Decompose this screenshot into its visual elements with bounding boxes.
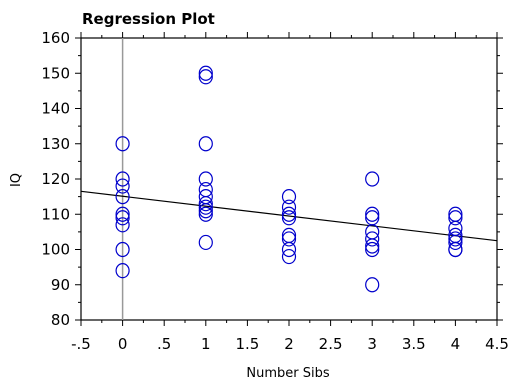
regression-line-layer — [80, 190, 498, 242]
data-point — [448, 241, 463, 258]
data-point — [115, 263, 130, 279]
data-point — [115, 178, 130, 194]
y-axis-label: IQ — [9, 173, 24, 187]
data-point — [365, 231, 380, 247]
data-point — [365, 277, 380, 293]
x-tick-label: 2 — [284, 335, 294, 353]
data-point — [448, 234, 463, 251]
data-point — [198, 199, 213, 215]
data-point — [448, 231, 463, 247]
data-point — [198, 196, 213, 212]
y-tick-label: 130 — [41, 135, 70, 153]
data-point — [281, 189, 297, 205]
data-point — [115, 210, 130, 226]
data-point — [115, 217, 130, 233]
regression-line — [80, 190, 498, 242]
data-point — [115, 136, 130, 152]
x-tick-label: 2.5 — [319, 335, 343, 353]
data-point — [448, 206, 463, 222]
data-point — [115, 206, 130, 222]
x-tick-label: .5 — [157, 335, 171, 353]
data-point — [281, 210, 297, 226]
data-point — [198, 203, 213, 219]
y-tick-label: 120 — [41, 170, 70, 188]
data-points — [115, 65, 463, 293]
x-tick-label: 0 — [118, 335, 128, 353]
x-tick-label: -.5 — [71, 335, 91, 353]
y-tick-label: 110 — [41, 205, 70, 223]
data-point — [281, 199, 297, 215]
data-point — [198, 206, 213, 222]
data-point — [365, 238, 380, 254]
chart-title: Regression Plot — [82, 10, 215, 28]
data-point — [281, 248, 297, 265]
x-tick-label: 3.5 — [402, 335, 426, 353]
plot-area — [80, 37, 498, 321]
data-point — [365, 171, 380, 187]
data-point — [365, 241, 380, 258]
y-tick-label: 140 — [41, 100, 70, 118]
data-point — [281, 227, 297, 243]
data-point — [115, 241, 130, 258]
data-point — [198, 69, 213, 85]
data-point — [198, 136, 213, 152]
data-point — [198, 65, 213, 81]
y-axis: 80 90 100 110 120 130 140 150 160 — [41, 29, 503, 329]
data-point — [281, 241, 297, 258]
x-tick-label: 1.5 — [235, 335, 259, 353]
data-point — [281, 206, 297, 222]
data-point — [115, 171, 130, 187]
y-tick-label: 100 — [41, 241, 70, 259]
x-tick-label: 4 — [451, 335, 461, 353]
data-point — [198, 234, 213, 251]
y-tick-label: 80 — [51, 311, 70, 329]
x-axis-label: Number Sibs — [246, 366, 329, 381]
plot-border — [80, 37, 498, 321]
data-point — [115, 189, 130, 205]
x-tick-label: 1 — [201, 335, 211, 353]
data-point — [281, 231, 297, 247]
x-tick-label: 4.5 — [485, 335, 509, 353]
y-tick-label: 160 — [41, 29, 70, 47]
data-point — [365, 206, 380, 222]
y-tick-label: 90 — [51, 276, 70, 294]
x-axis: -.5 0 .5 1 1.5 2 2.5 3 3.5 4 4.5 — [71, 32, 509, 353]
data-point — [448, 210, 463, 226]
data-point — [198, 171, 213, 187]
x-tick-label: 3 — [367, 335, 377, 353]
data-point — [365, 210, 380, 226]
y-tick-label: 150 — [41, 64, 70, 82]
